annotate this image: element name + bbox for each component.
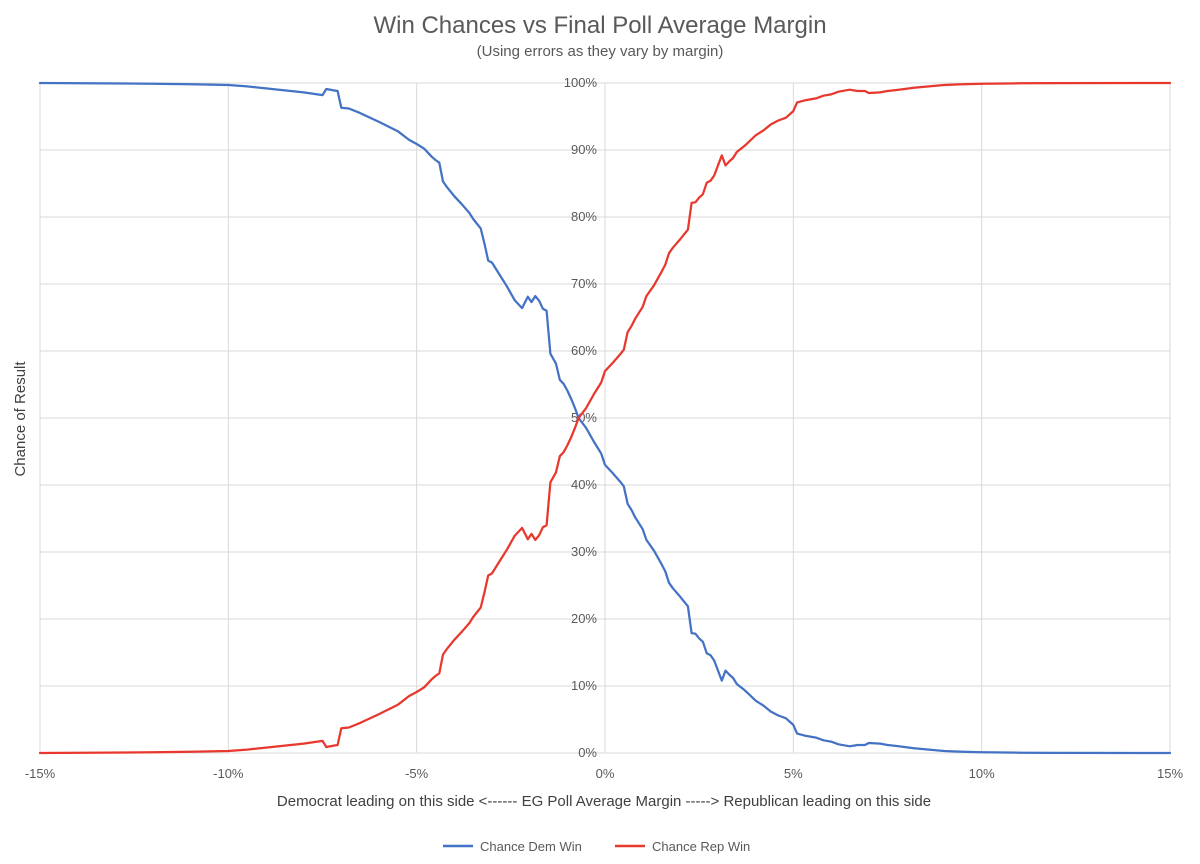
y-tick-label: 40%	[571, 477, 597, 492]
y-tick-label: 60%	[571, 343, 597, 358]
x-tick-label: 10%	[969, 766, 995, 781]
y-tick-label: 20%	[571, 611, 597, 626]
y-tick-label: 90%	[571, 142, 597, 157]
chart-title: Win Chances vs Final Poll Average Margin	[373, 12, 826, 39]
x-tick-label: -5%	[405, 766, 429, 781]
y-tick-label: 100%	[564, 75, 598, 90]
x-axis-title: Democrat leading on this side <------ EG…	[277, 793, 931, 810]
legend-label: Chance Dem Win	[480, 839, 582, 854]
series-line-chance-rep-win	[38, 81, 1172, 755]
y-tick-label: 10%	[571, 678, 597, 693]
series-line-chance-dem-win	[38, 81, 1172, 755]
y-axis-tick-labels: 0%10%20%30%40%50%60%70%80%90%100%	[564, 75, 598, 760]
y-tick-label: 80%	[571, 209, 597, 224]
chart-subtitle: (Using errors as they vary by margin)	[477, 43, 724, 60]
y-tick-label: 70%	[571, 276, 597, 291]
y-axis-title: Chance of Result	[12, 361, 29, 477]
y-tick-label: 0%	[578, 745, 597, 760]
x-tick-label: -15%	[25, 766, 56, 781]
series-lines	[38, 81, 1172, 755]
y-tick-label: 30%	[571, 544, 597, 559]
x-tick-label: 15%	[1157, 766, 1183, 781]
x-tick-label: 0%	[596, 766, 615, 781]
x-axis-tick-labels: -15% -10% -5% 0% 5% 10% 15%	[25, 766, 1184, 781]
x-tick-label: -10%	[213, 766, 244, 781]
x-tick-label: 5%	[784, 766, 803, 781]
legend: Chance Dem Win Chance Rep Win	[443, 839, 750, 854]
gridlines	[39, 82, 1171, 754]
legend-label: Chance Rep Win	[652, 839, 750, 854]
